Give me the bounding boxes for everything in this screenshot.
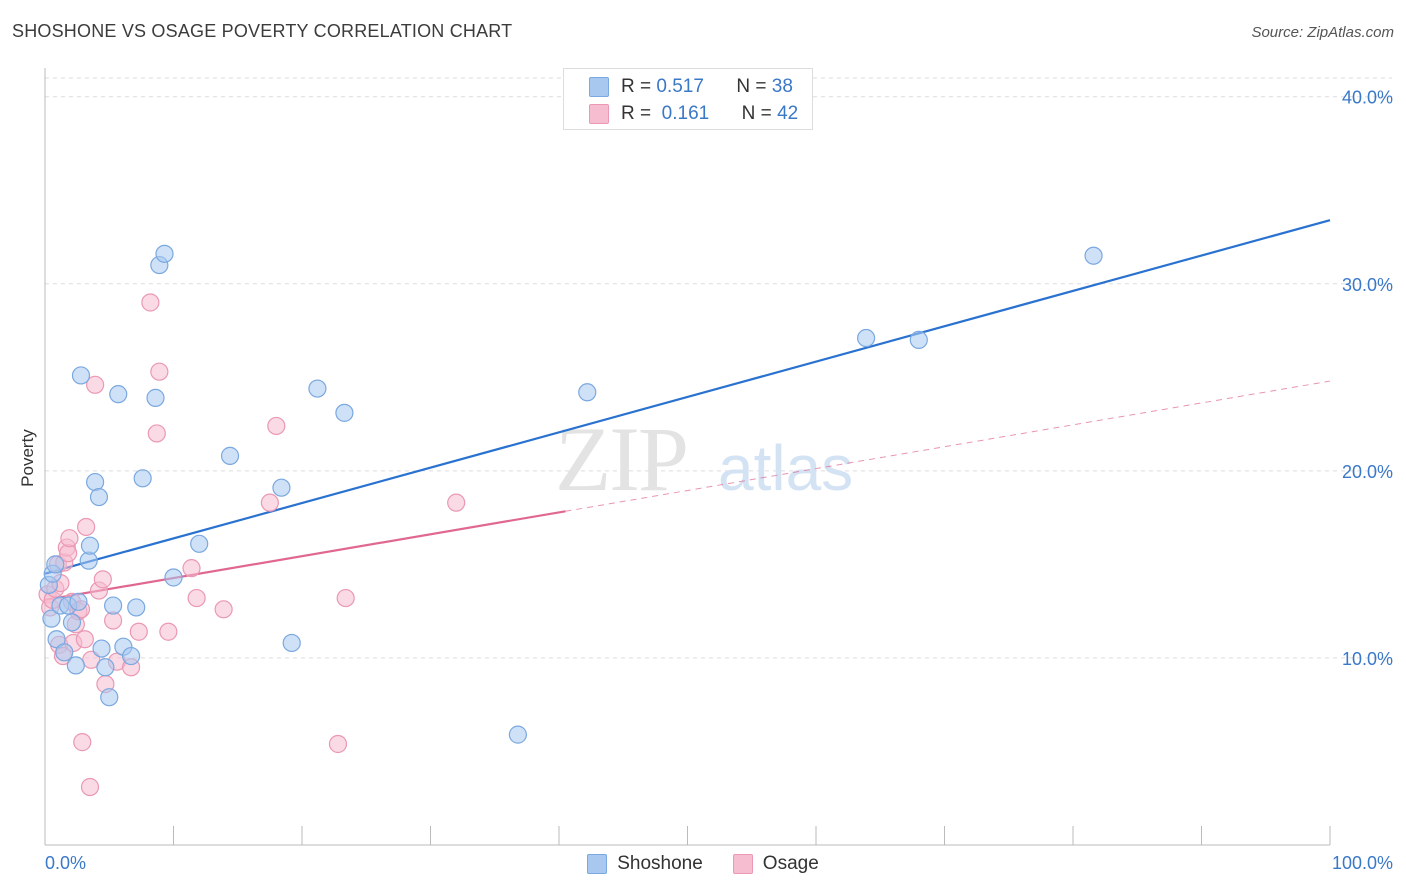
data-point-shoshone — [909, 330, 928, 350]
legend-n-value-osage: 42 — [777, 103, 799, 124]
data-point-osage — [336, 588, 355, 608]
trend-layer — [44, 219, 1331, 602]
legend-swatch-shoshone — [589, 77, 609, 97]
data-point-shoshone — [42, 609, 61, 628]
series-legend: Shoshone Osage — [0, 850, 1406, 878]
legend-r-label: R = — [621, 103, 652, 124]
legend-n-label: N = — [741, 103, 772, 124]
data-point-shoshone — [96, 658, 115, 677]
trend-line-osage — [44, 510, 566, 602]
data-point-shoshone — [335, 403, 354, 422]
data-point-osage — [182, 559, 201, 578]
grid-layer — [45, 77, 1392, 659]
data-point-osage — [150, 362, 169, 381]
data-point-osage — [147, 424, 166, 443]
data-point-shoshone — [1084, 246, 1103, 265]
series-swatch-osage — [732, 854, 753, 874]
points-layer — [38, 244, 1103, 797]
label-layer: 10.0% 20.0% 30.0% 40.0% 0.0% 100.0% Poverty — [18, 88, 1393, 873]
data-point-osage — [77, 517, 96, 537]
correlation-legend: R = 0.517 N = 38 R = 0.161 N = 42 — [563, 68, 813, 130]
y-tick-label: 30.0% — [1342, 275, 1393, 295]
series-name-shoshone: Shoshone — [617, 853, 703, 874]
data-point-shoshone — [92, 639, 111, 658]
data-point-osage — [86, 375, 105, 394]
y-tick-label: 40.0% — [1342, 88, 1393, 108]
series-legend-osage: Osage — [732, 853, 819, 875]
data-point-shoshone — [89, 487, 109, 507]
watermark: ZIP atlas — [555, 408, 853, 510]
data-point-shoshone — [133, 469, 152, 488]
data-point-shoshone — [46, 555, 65, 574]
data-point-osage — [129, 622, 148, 641]
data-point-shoshone — [164, 568, 183, 587]
data-point-osage — [73, 733, 92, 752]
data-point-osage — [260, 493, 279, 512]
data-point-shoshone — [109, 385, 128, 404]
legend-n-value-shoshone: 38 — [771, 76, 793, 97]
data-point-shoshone — [220, 446, 240, 465]
axis-layer — [44, 68, 1331, 846]
data-point-shoshone — [104, 596, 123, 615]
data-point-shoshone — [62, 613, 82, 632]
data-point-osage — [159, 622, 178, 641]
data-point-osage — [267, 416, 286, 436]
data-point-osage — [93, 570, 112, 589]
source-note: Source: ZipAtlas.com — [1251, 24, 1394, 41]
chart-title: SHOSHONE VS OSAGE POVERTY CORRELATION CH… — [12, 21, 513, 41]
y-axis-label: Poverty — [18, 429, 37, 487]
y-tick-label: 10.0% — [1342, 649, 1393, 669]
data-point-shoshone — [100, 688, 119, 707]
data-point-osage — [80, 777, 100, 797]
legend-row-shoshone: R = 0.517 N = 38 — [589, 75, 793, 99]
data-point-shoshone — [155, 244, 174, 263]
legend-r-label: R = — [621, 76, 652, 97]
y-tick-label: 20.0% — [1342, 462, 1393, 482]
x-tick-label: 0.0% — [45, 853, 86, 873]
data-point-osage — [141, 293, 160, 312]
data-point-shoshone — [857, 328, 876, 348]
watermark-zip: ZIP — [555, 408, 687, 510]
data-point-shoshone — [69, 592, 88, 611]
data-point-shoshone — [578, 383, 597, 402]
data-point-shoshone — [55, 643, 74, 662]
data-point-shoshone — [282, 633, 301, 653]
data-point-shoshone — [272, 478, 291, 497]
series-swatch-shoshone — [587, 854, 608, 874]
data-point-shoshone — [80, 536, 100, 555]
data-point-osage — [214, 600, 233, 619]
data-point-osage — [447, 493, 466, 512]
x-tick-label: 100.0% — [1332, 853, 1393, 873]
legend-r-value-shoshone: 0.517 — [656, 76, 704, 97]
data-point-shoshone — [86, 472, 105, 492]
data-point-shoshone — [121, 646, 141, 666]
data-point-osage — [187, 588, 206, 608]
series-legend-shoshone: Shoshone — [587, 853, 703, 875]
series-name-osage: Osage — [762, 853, 819, 874]
data-point-shoshone — [190, 534, 209, 553]
data-point-shoshone — [146, 388, 165, 407]
watermark-atlas: atlas — [718, 432, 853, 504]
data-point-osage — [328, 734, 348, 754]
legend-r-value-osage: 0.161 — [661, 103, 710, 124]
legend-swatch-osage — [589, 104, 609, 124]
trend-extension-osage — [565, 380, 1331, 512]
data-point-osage — [60, 529, 79, 548]
legend-n-label: N = — [736, 76, 767, 97]
data-point-shoshone — [127, 598, 146, 617]
data-point-shoshone — [79, 551, 98, 570]
trend-line-shoshone — [44, 219, 1331, 575]
legend-row-osage: R = 0.161 N = 42 — [589, 102, 798, 126]
data-point-shoshone — [71, 366, 91, 385]
data-point-shoshone — [508, 725, 527, 744]
data-point-osage — [75, 630, 94, 649]
data-point-shoshone — [66, 656, 85, 675]
data-point-shoshone — [308, 379, 327, 398]
